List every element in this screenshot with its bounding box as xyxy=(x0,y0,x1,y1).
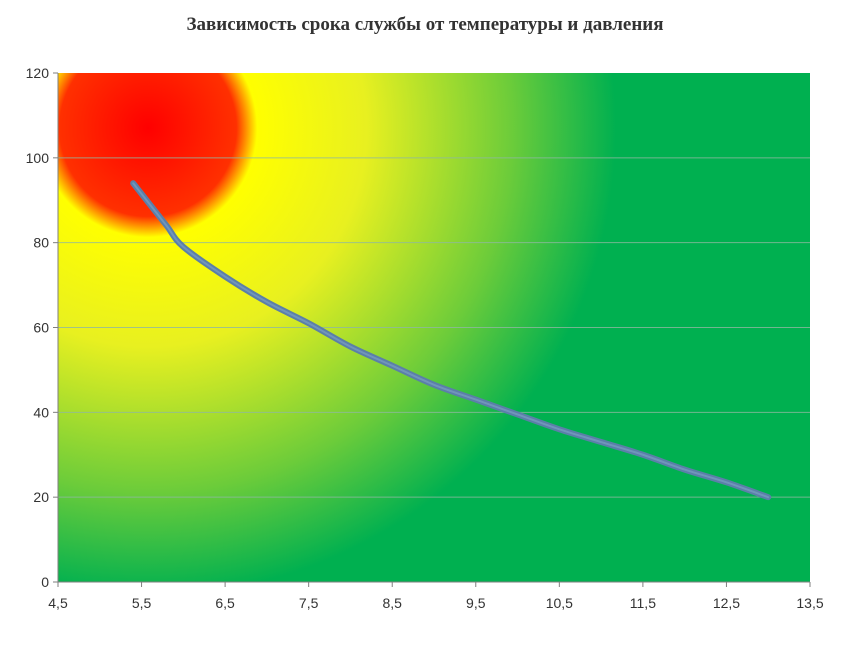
y-tick-label: 80 xyxy=(33,235,49,251)
tick-labels: 0 20 40 60 80 100 120 4,5 5,5 6,5 7,5 8,5 9,5 10,5 11,… xyxy=(26,65,824,611)
chart-title: Зависимость срока службы от температуры … xyxy=(186,14,664,35)
y-tick-label: 40 xyxy=(33,404,49,420)
y-tick-label: 120 xyxy=(26,65,50,81)
x-tick-label: 13,5 xyxy=(796,595,823,611)
x-tick-label: 5,5 xyxy=(132,595,152,611)
grid-lines xyxy=(58,157,810,498)
y-tick-label: 0 xyxy=(41,574,49,590)
x-tick-label: 11,5 xyxy=(630,595,656,611)
series-layer xyxy=(130,180,772,501)
x-tick-label: 12,5 xyxy=(713,595,740,611)
x-tick-label: 6,5 xyxy=(215,595,235,611)
y-tick-label: 60 xyxy=(33,320,49,336)
y-tick-label: 20 xyxy=(33,489,49,505)
x-tick-label: 10,5 xyxy=(546,595,573,611)
x-tick-label: 4,5 xyxy=(48,595,68,611)
axes xyxy=(53,72,811,587)
x-tick-label: 9,5 xyxy=(466,595,486,611)
x-tick-label: 8,5 xyxy=(382,595,402,611)
series-line-highlight xyxy=(132,182,770,499)
y-tick-label: 100 xyxy=(26,150,50,166)
x-tick-label: 7,5 xyxy=(299,595,319,611)
